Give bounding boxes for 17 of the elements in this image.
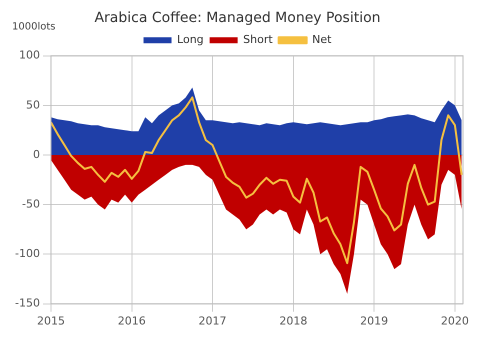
y-tick-label: 100	[18, 48, 40, 62]
y-tick-label: -50	[22, 197, 40, 210]
legend-label: Short	[243, 33, 274, 46]
y-tick-label: -100	[14, 247, 40, 260]
y-axis-title: 1000lots	[12, 21, 56, 32]
x-tick-label: 2017	[198, 314, 227, 328]
x-tick-label: 2015	[36, 314, 65, 328]
legend-label: Long	[177, 33, 204, 46]
legend-label: Net	[312, 33, 332, 46]
y-tick-label: 50	[26, 98, 40, 112]
y-tick-label: 0	[32, 148, 40, 161]
x-tick-label: 2020	[440, 314, 469, 328]
x-tick-label: 2018	[279, 314, 308, 328]
x-tick-label: 2019	[360, 314, 388, 328]
x-tick-label: 2016	[118, 314, 146, 328]
y-tick-label: -150	[14, 296, 40, 310]
chart-title: Arabica Coffee: Managed Money Position	[94, 10, 381, 26]
